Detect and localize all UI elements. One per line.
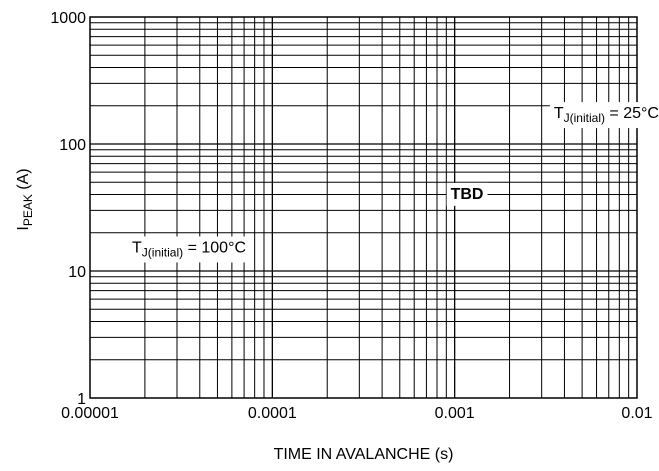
y-tick-label: 10	[68, 264, 86, 281]
y-axis-title-unit: (A)	[15, 168, 32, 194]
y-axis-title-main: I	[15, 226, 32, 230]
annotation-suffix: = 25°C	[605, 105, 659, 122]
y-tick-label: 1	[77, 391, 86, 408]
grid	[90, 17, 637, 398]
annotation-main: T	[554, 105, 564, 122]
x-axis-title: TIME IN AVALANCHE (s)	[274, 446, 454, 463]
annotation-tj100: TJ(initial) = 100°C	[128, 236, 251, 263]
annotation-background	[549, 102, 659, 129]
x-tick-label: 0.00001	[61, 405, 119, 422]
annotation-background	[128, 236, 251, 263]
y-tick-label: 100	[59, 137, 86, 154]
annotation-tj25: TJ(initial) = 25°C	[549, 102, 659, 129]
x-tick-label: 0.001	[435, 405, 475, 422]
annotation-text: TBD	[451, 186, 484, 203]
annotation-subscript: J(initial)	[564, 111, 605, 125]
annotation-subscript: J(initial)	[142, 245, 183, 259]
x-tick-label: 0.01	[621, 405, 652, 422]
annotation-text: TJ(initial) = 25°C	[554, 105, 659, 125]
annotation-tbd: TBD	[446, 182, 488, 206]
annotation-main: T	[132, 239, 142, 256]
tick-labels: 0.00001 0.0001 0.001 0.01 1 10 100 1000	[50, 10, 652, 422]
y-axis-title-sub: PEAK	[21, 194, 35, 226]
y-axis-title: IPEAK (A)	[15, 168, 35, 230]
annotation-background	[446, 182, 488, 206]
annotation-suffix: = 100°C	[183, 239, 246, 256]
x-tick-label: 0.0001	[248, 405, 297, 422]
plot-frame	[89, 16, 638, 399]
annotation-text: TJ(initial) = 100°C	[132, 239, 246, 259]
y-tick-label: 1000	[50, 10, 86, 27]
